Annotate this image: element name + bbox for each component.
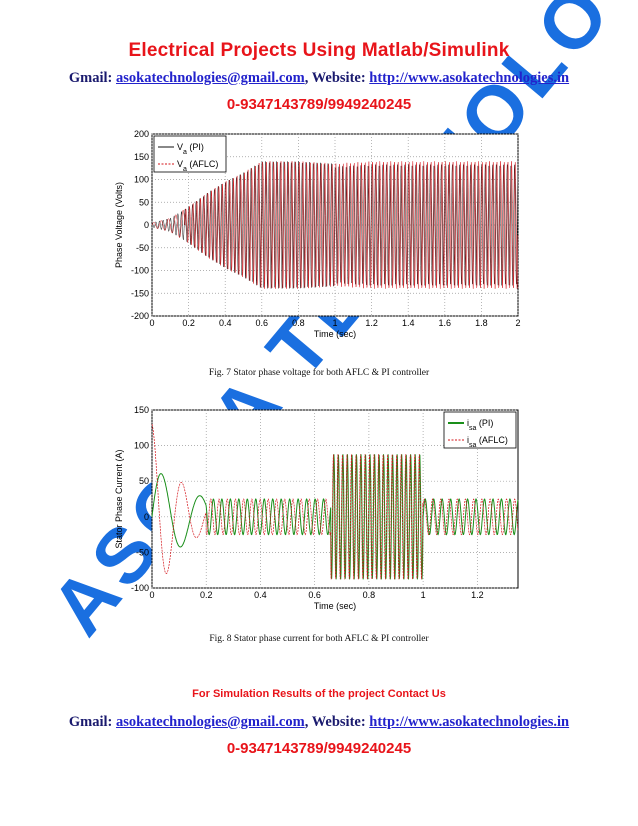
current-chart: 0 0.2 0.4 0.6 0.8 1 1.2 150 100 50 0 -50 -100 Time (s…: [114, 405, 519, 611]
legend-entry: isa (PI): [467, 418, 493, 432]
legend-subscript: a: [183, 166, 187, 173]
x-tick-label: 1.2: [471, 590, 484, 600]
footer-phone: 0-9347143789/9949240245: [226, 740, 412, 757]
fig7-caption: Fig. 7 Stator phase voltage for both AFL…: [208, 368, 430, 378]
legend-symbol: i: [467, 418, 469, 428]
x-tick-label: 0.6: [308, 590, 321, 600]
x-tick-label: 0.2: [200, 590, 213, 600]
legend-entry: isa (AFLC): [467, 435, 508, 449]
x-tick-label: 0.2: [182, 318, 195, 328]
legend-suffix: (AFLC): [476, 435, 508, 445]
email-link[interactable]: asokatechnologies@gmail.com: [116, 70, 305, 86]
y-tick-label: -50: [136, 547, 149, 557]
y-tick-label: -150: [131, 288, 149, 298]
x-tick-label: 1.6: [439, 318, 452, 328]
legend: Va (PI)Va (AFLC): [153, 135, 227, 173]
legend-suffix: (AFLC): [187, 159, 219, 169]
email-link[interactable]: asokatechnologies@gmail.com: [116, 714, 305, 730]
legend-symbol: V: [177, 159, 183, 169]
y-tick-label: -50: [136, 243, 149, 253]
gmail-label: Gmail:: [68, 714, 113, 730]
gmail-label: Gmail:: [68, 70, 113, 86]
x-tick-label: 1.2: [365, 318, 378, 328]
legend-entry: Va (AFLC): [177, 159, 218, 173]
legend-entry: Va (PI): [177, 142, 204, 156]
legend-box: [153, 135, 227, 173]
legend-symbol: V: [177, 142, 183, 152]
y-tick-label: 0: [144, 512, 149, 522]
header-phone: 0-9347143789/9949240245: [226, 96, 412, 113]
x-tick-label: 2: [515, 318, 520, 328]
page-title: Electrical Projects Using Matlab/Simulin…: [128, 40, 510, 61]
x-tick-label: 1: [332, 318, 337, 328]
x-tick-label: 0: [149, 318, 154, 328]
y-tick-label: -100: [131, 583, 149, 593]
x-axis-label: Time (sec): [314, 329, 356, 339]
x-axis-label: Time (sec): [314, 601, 356, 611]
x-tick-label: 1.8: [475, 318, 488, 328]
website-label: , Website:: [304, 714, 366, 730]
x-tick-label: 0.4: [254, 590, 267, 600]
legend-suffix: (PI): [476, 418, 493, 428]
y-tick-label: 150: [134, 405, 149, 415]
website-label: , Website:: [304, 70, 366, 86]
legend-suffix: (PI): [187, 142, 204, 152]
y-tick-label: 100: [134, 441, 149, 451]
website-link[interactable]: http://www.asokatechnologies.in: [369, 70, 570, 86]
y-axis-label: Phase Voltage (Volts): [114, 182, 124, 268]
series-pi-line: [151, 454, 519, 580]
legend: isa (PI)isa (AFLC): [443, 411, 517, 449]
x-tick-label: 0: [149, 590, 154, 600]
y-tick-label: 50: [139, 197, 149, 207]
fig8-caption: Fig. 8 Stator phase current for both AFL…: [209, 634, 429, 644]
header-contact-line: Gmail: asokatechnologies@gmail.com, Webs…: [0, 70, 638, 87]
y-tick-label: 150: [134, 152, 149, 162]
contact-banner: For Simulation Results of the project Co…: [192, 688, 446, 700]
voltage-chart: 0 0.2 0.4 0.6 0.8 1 1.2 1.4 1.6 1.8 2200150100500-…: [114, 129, 521, 339]
x-tick-label: 0.6: [256, 318, 269, 328]
y-tick-label: -200: [131, 311, 149, 321]
y-tick-label: 100: [134, 175, 149, 185]
y-axis-label: Stator Phase Current (A): [114, 449, 124, 548]
footer-contact-line: Gmail: asokatechnologies@gmail.com, Webs…: [0, 714, 638, 731]
website-link[interactable]: http://www.asokatechnologies.in: [369, 714, 570, 730]
y-tick-label: -100: [131, 266, 149, 276]
y-tick-label: 200: [134, 129, 149, 139]
y-tick-label: 0: [144, 220, 149, 230]
x-tick-label: 1.4: [402, 318, 415, 328]
legend-subscript: a: [183, 149, 187, 156]
legend-subscript: sa: [469, 442, 477, 449]
x-tick-label: 0.4: [219, 318, 232, 328]
legend-subscript: sa: [469, 425, 477, 432]
legend-symbol: i: [467, 435, 469, 445]
y-tick-label: 50: [139, 476, 149, 486]
x-tick-label: 1: [421, 590, 426, 600]
x-tick-label: 0.8: [292, 318, 305, 328]
series-aflc-line: [151, 424, 519, 580]
legend-box: [443, 411, 517, 449]
x-tick-label: 0.8: [363, 590, 376, 600]
series-aflc-line: [151, 161, 519, 289]
